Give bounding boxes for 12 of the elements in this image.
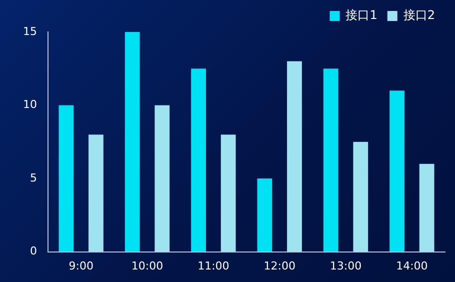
x-tick-label: 9:00 xyxy=(68,259,94,272)
x-tick-label: 13:00 xyxy=(330,259,362,272)
x-tick-label: 11:00 xyxy=(198,259,230,272)
legend-label: 接口1 xyxy=(346,8,378,22)
x-tick-label: 14:00 xyxy=(396,259,428,272)
y-tick-label: 5 xyxy=(30,171,37,184)
y-tick-label: 15 xyxy=(22,24,37,38)
legend-label: 接口2 xyxy=(403,8,436,22)
y-tick-label: 10 xyxy=(22,98,37,112)
x-tick-label: 12:00 xyxy=(264,259,296,272)
y-tick-label: 0 xyxy=(30,244,37,258)
x-tick-label: 10:00 xyxy=(131,259,164,272)
